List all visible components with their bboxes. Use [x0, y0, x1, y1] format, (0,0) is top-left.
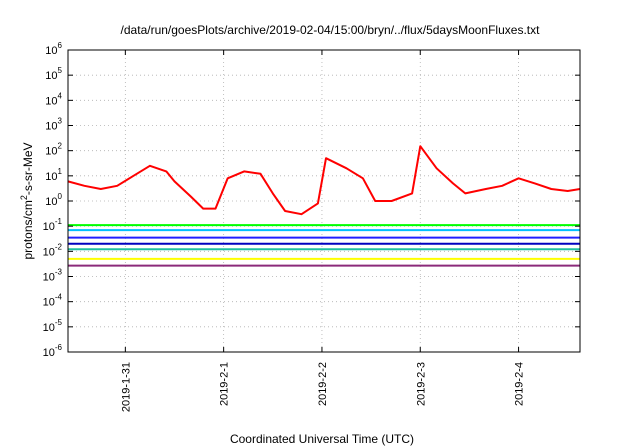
x-axis-ticks: 2019-1-31 2019-2-1 2019-2-2 2019-2-3 2019-2-… — [120, 50, 526, 412]
y-tick-exponent: -2 — [55, 242, 63, 251]
y-tick-label: 101 — [45, 167, 62, 183]
y-tick-base: 10 — [45, 95, 57, 107]
y-axis-label: protons/cm2-s-sr-MeV — [19, 142, 35, 259]
y-tick-label: 10-6 — [43, 343, 63, 359]
series-group — [67, 145, 581, 267]
y-tick-exponent: 4 — [58, 91, 63, 100]
y-tick-base: 10 — [45, 70, 57, 82]
y-tick-label: 104 — [45, 91, 62, 107]
y-tick-base: 10 — [45, 45, 57, 57]
y-axis-ticks: 10-610-510-410-310-210-11001011021031041… — [43, 41, 580, 359]
y-tick-base: 10 — [43, 246, 55, 258]
y-axis-label-suffix: -s-sr-MeV — [21, 142, 35, 195]
y-tick-base: 10 — [43, 322, 55, 334]
y-tick-exponent: 6 — [58, 41, 63, 50]
y-tick-label: 102 — [45, 142, 62, 158]
y-tick-label: 100 — [45, 192, 62, 208]
y-tick-exponent: -1 — [55, 217, 63, 226]
y-tick-label: 10-4 — [43, 293, 63, 309]
y-tick-exponent: -6 — [55, 343, 63, 352]
y-tick-exponent: 0 — [58, 192, 63, 201]
y-axis-label-sup: 2 — [19, 195, 29, 200]
y-tick-exponent: -4 — [55, 293, 63, 302]
y-tick-base: 10 — [45, 196, 57, 208]
chart-title: /data/run/goesPlots/archive/2019-02-04/1… — [121, 23, 541, 37]
x-axis-label: Coordinated Universal Time (UTC) — [230, 432, 414, 446]
y-tick-base: 10 — [45, 171, 57, 183]
series-line-1 — [67, 145, 581, 216]
y-tick-base: 10 — [43, 297, 55, 309]
y-tick-exponent: 3 — [58, 117, 63, 126]
y-tick-base: 10 — [45, 121, 57, 133]
x-tick-label: 2019-2-2 — [317, 362, 329, 406]
y-tick-exponent: 1 — [58, 167, 63, 176]
x-tick-label: 2019-2-3 — [415, 362, 427, 406]
y-tick-exponent: 2 — [58, 142, 63, 151]
y-tick-exponent: 5 — [58, 66, 63, 75]
y-tick-label: 103 — [45, 117, 62, 133]
y-tick-label: 10-3 — [43, 268, 63, 284]
y-tick-exponent: -3 — [55, 268, 63, 277]
x-tick-label: 2019-2-1 — [219, 362, 231, 406]
x-tick-label: 2019-1-31 — [120, 362, 132, 412]
y-tick-base: 10 — [43, 221, 55, 233]
y-tick-label: 106 — [45, 41, 62, 57]
x-tick-label: 2019-2-4 — [514, 362, 526, 406]
y-tick-exponent: -5 — [55, 318, 63, 327]
y-tick-label: 10-5 — [43, 318, 63, 334]
y-axis-label-prefix: protons/cm — [21, 200, 35, 259]
y-tick-label: 10-2 — [43, 242, 63, 258]
y-tick-label: 105 — [45, 66, 62, 82]
y-tick-base: 10 — [45, 146, 57, 158]
y-tick-base: 10 — [43, 347, 55, 359]
grid — [68, 50, 580, 352]
y-tick-label: 10-1 — [43, 217, 63, 233]
y-tick-base: 10 — [43, 272, 55, 284]
